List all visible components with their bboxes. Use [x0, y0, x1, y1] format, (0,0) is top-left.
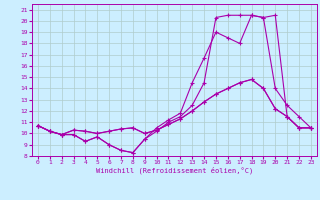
X-axis label: Windchill (Refroidissement éolien,°C): Windchill (Refroidissement éolien,°C): [96, 167, 253, 174]
